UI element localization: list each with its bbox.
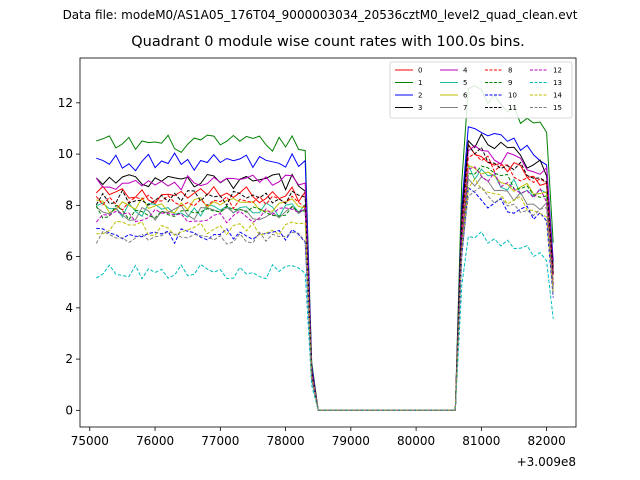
legend-label-14: 14 xyxy=(553,92,562,100)
y-tick-label: 10 xyxy=(58,147,73,161)
legend-label-8: 8 xyxy=(508,67,512,75)
legend-label-6: 6 xyxy=(463,92,468,100)
legend-label-7: 7 xyxy=(463,104,467,112)
x-tick-label: 81000 xyxy=(462,434,500,448)
y-tick-label: 4 xyxy=(65,301,73,315)
legend-label-12: 12 xyxy=(553,67,562,75)
figure-suptitle: Data file: modeM0/AS1A05_176T04_90000030… xyxy=(62,8,578,22)
legend-label-3: 3 xyxy=(418,104,422,112)
series-line-15 xyxy=(95,185,554,411)
legend-box xyxy=(389,61,573,119)
y-tick-label: 12 xyxy=(58,96,73,110)
x-offset-label: +3.009e8 xyxy=(517,455,576,469)
legend-label-11: 11 xyxy=(508,104,517,112)
x-tick-label: 82000 xyxy=(528,434,566,448)
legend-label-15: 15 xyxy=(553,104,562,112)
legend-label-2: 2 xyxy=(418,92,422,100)
series-line-12 xyxy=(95,166,554,411)
axes-frame xyxy=(79,57,577,428)
chart-title: Quadrant 0 module wise count rates with … xyxy=(131,34,525,50)
x-tick-label: 80000 xyxy=(397,434,435,448)
legend-label-13: 13 xyxy=(553,79,562,87)
y-tick-label: 8 xyxy=(65,198,73,212)
y-tick-label: 6 xyxy=(65,250,73,264)
y-tick-label: 0 xyxy=(65,403,73,417)
plot-area xyxy=(80,58,576,427)
legend-label-9: 9 xyxy=(508,79,512,87)
series-line-14 xyxy=(96,177,554,411)
legend-label-0: 0 xyxy=(418,67,422,75)
x-tick-label: 77000 xyxy=(201,434,239,448)
x-tick-label: 76000 xyxy=(136,434,174,448)
legend-label-10: 10 xyxy=(508,92,517,100)
x-tick-label: 79000 xyxy=(332,434,370,448)
legend-label-4: 4 xyxy=(463,67,468,75)
legend-label-1: 1 xyxy=(418,79,422,87)
y-tick-label: 2 xyxy=(65,352,73,366)
legend-label-5: 5 xyxy=(463,79,467,87)
x-axis: 75000 76000 77000 78000 79000 80000 81000 82000 xyxy=(71,427,566,448)
x-tick-label: 78000 xyxy=(266,434,304,448)
series-layer xyxy=(95,85,554,411)
x-tick-label: 75000 xyxy=(71,434,109,448)
y-axis: 0 2 4 6 8 10 12 xyxy=(58,96,80,417)
